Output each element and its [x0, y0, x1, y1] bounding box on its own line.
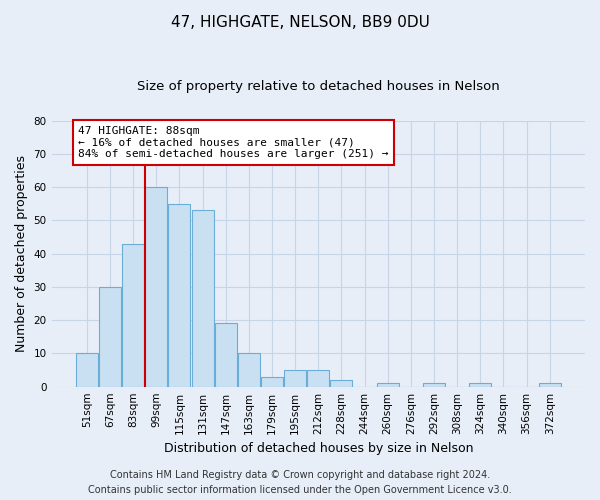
- Bar: [215, 324, 236, 386]
- Bar: [261, 376, 283, 386]
- X-axis label: Distribution of detached houses by size in Nelson: Distribution of detached houses by size …: [164, 442, 473, 455]
- Bar: [331, 380, 352, 386]
- Text: 47, HIGHGATE, NELSON, BB9 0DU: 47, HIGHGATE, NELSON, BB9 0DU: [170, 15, 430, 30]
- Bar: [423, 384, 445, 386]
- Text: 47 HIGHGATE: 88sqm
← 16% of detached houses are smaller (47)
84% of semi-detache: 47 HIGHGATE: 88sqm ← 16% of detached hou…: [78, 126, 389, 159]
- Y-axis label: Number of detached properties: Number of detached properties: [15, 155, 28, 352]
- Bar: [122, 244, 144, 386]
- Bar: [377, 384, 399, 386]
- Bar: [469, 384, 491, 386]
- Title: Size of property relative to detached houses in Nelson: Size of property relative to detached ho…: [137, 80, 500, 93]
- Text: Contains HM Land Registry data © Crown copyright and database right 2024.
Contai: Contains HM Land Registry data © Crown c…: [88, 470, 512, 495]
- Bar: [99, 287, 121, 386]
- Bar: [76, 354, 98, 386]
- Bar: [191, 210, 214, 386]
- Bar: [169, 204, 190, 386]
- Bar: [539, 384, 561, 386]
- Bar: [145, 187, 167, 386]
- Bar: [284, 370, 306, 386]
- Bar: [238, 354, 260, 386]
- Bar: [307, 370, 329, 386]
